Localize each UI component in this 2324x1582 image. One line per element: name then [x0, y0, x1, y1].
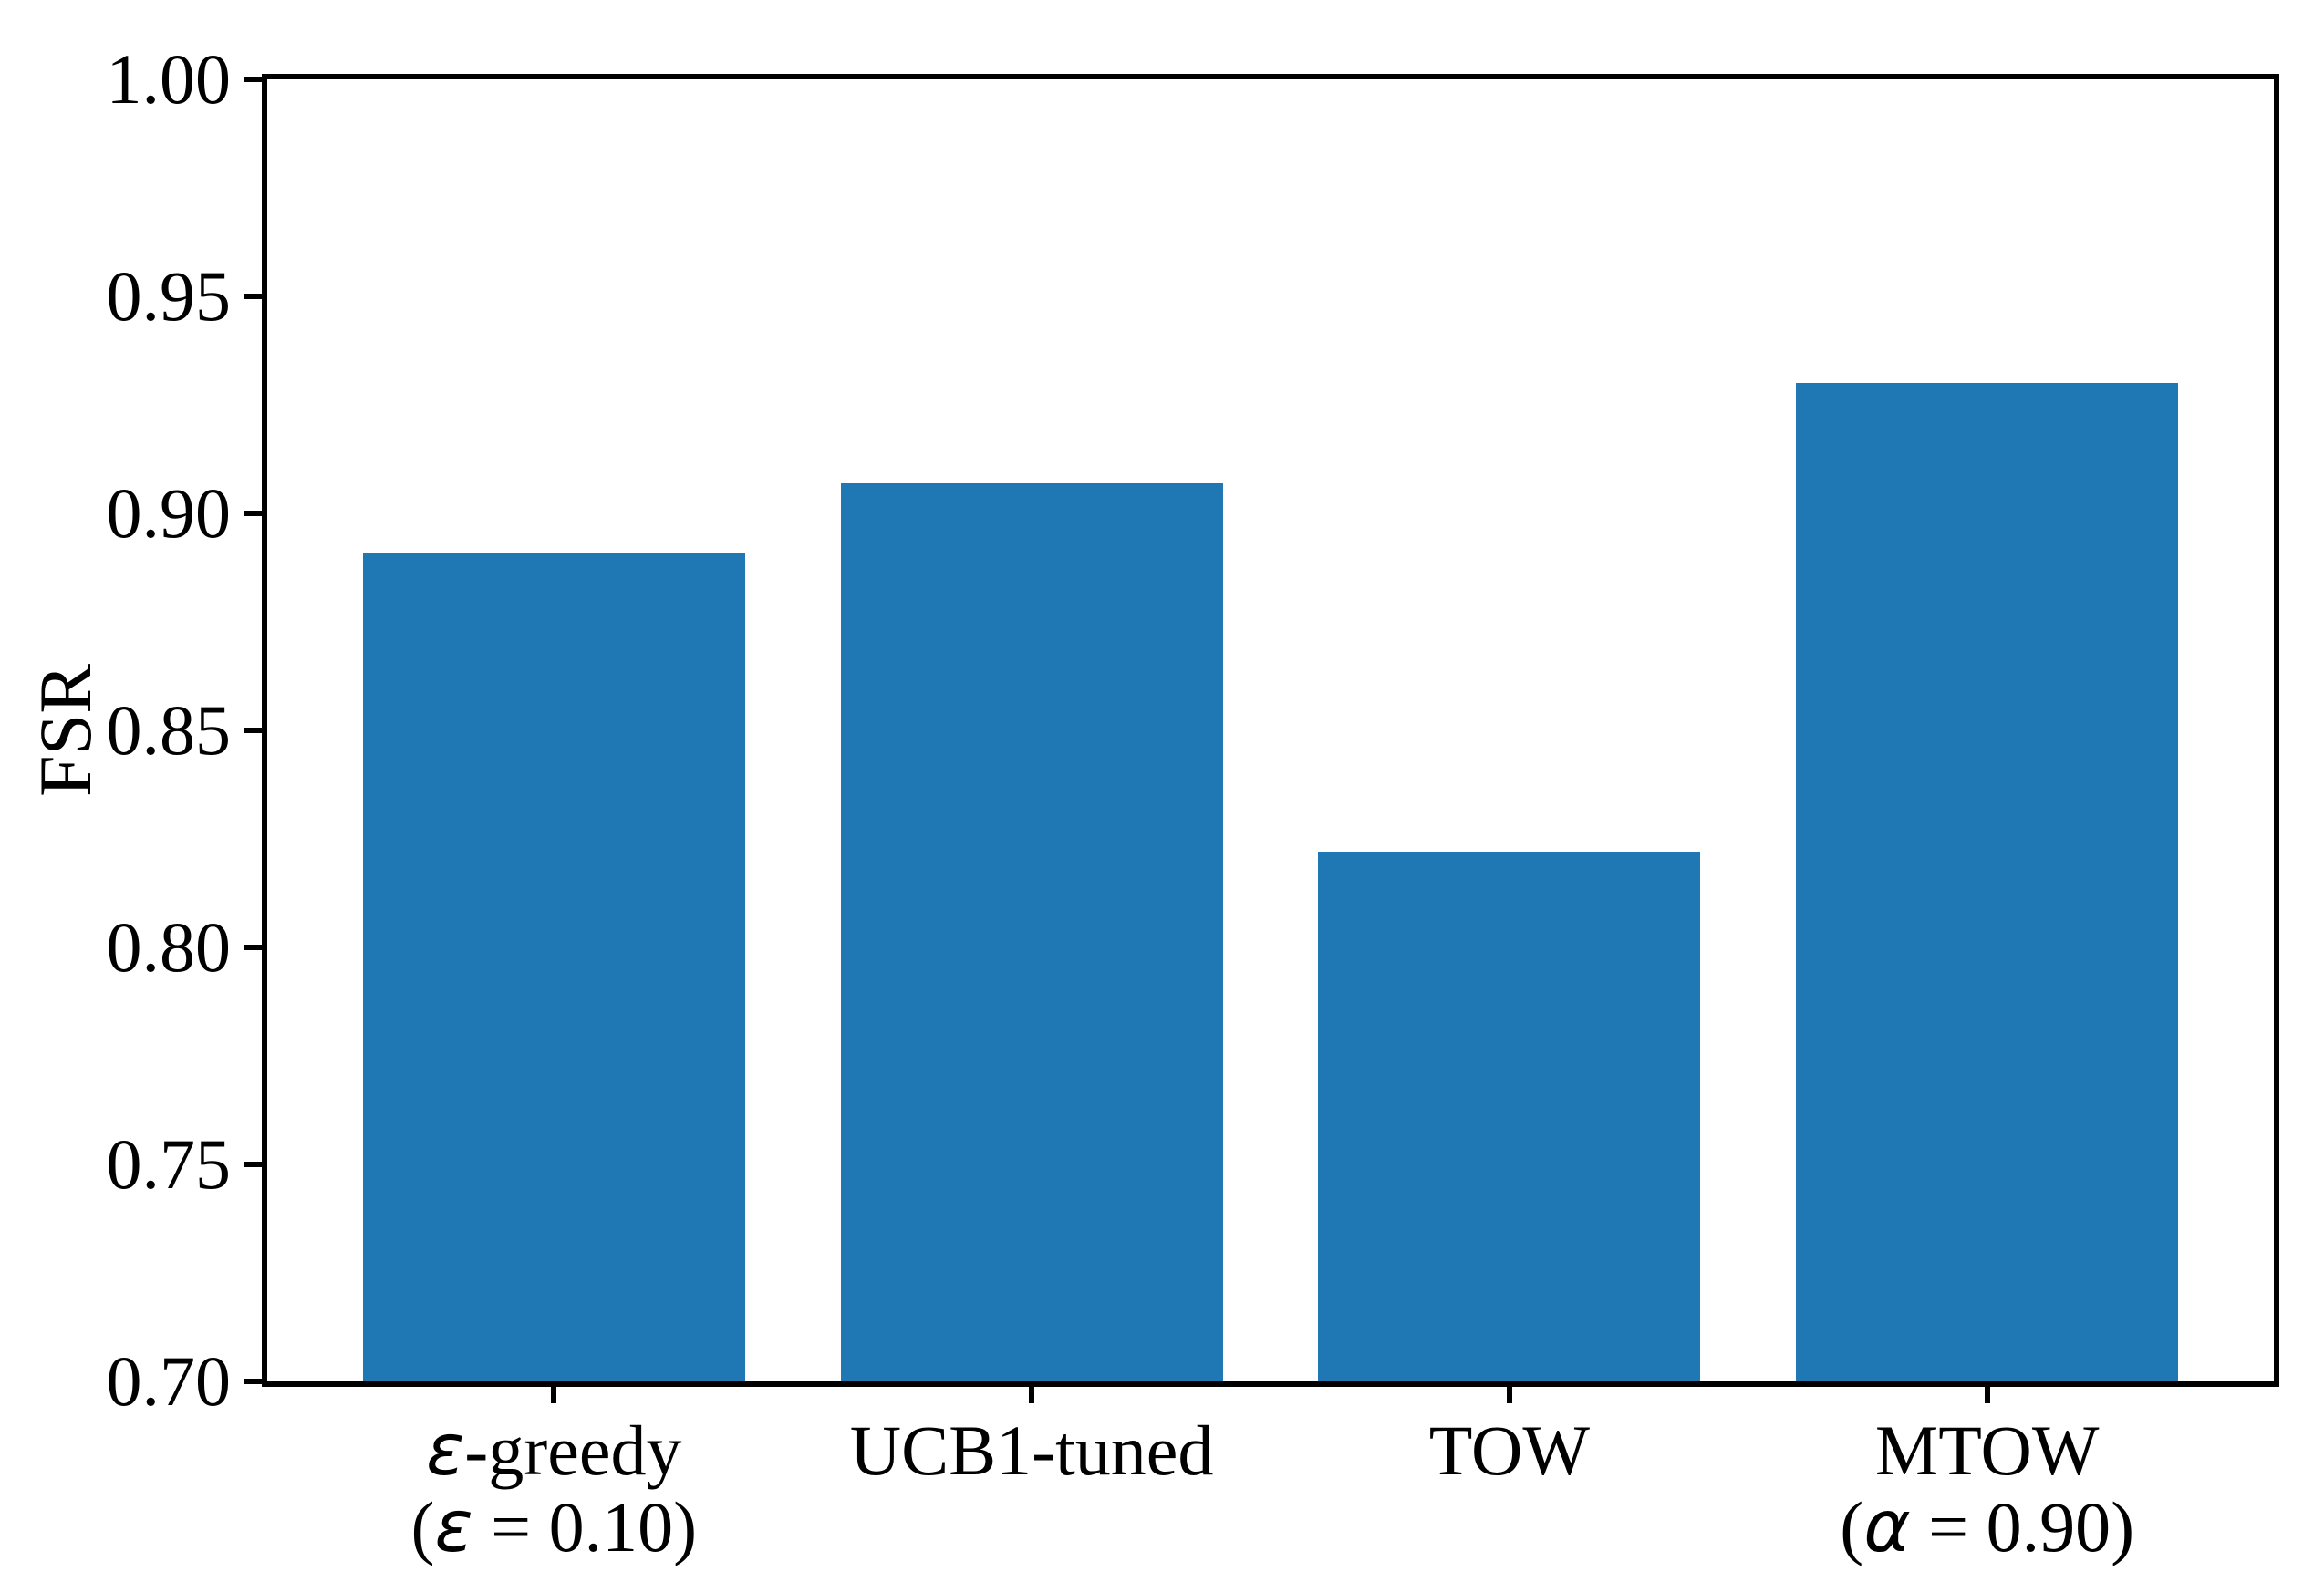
x-tick-mark [1029, 1387, 1035, 1403]
greek-letter: ε [426, 1410, 465, 1492]
bar [840, 482, 1223, 1381]
y-tick-mark [244, 1162, 262, 1167]
x-tick-mark [1506, 1387, 1512, 1403]
y-tick-label: 0.90 [106, 473, 232, 553]
y-tick-label: 0.70 [106, 1341, 232, 1421]
greek-letter: α [1863, 1486, 1911, 1569]
x-tick-label: ε-greedy (ε = 0.10) [410, 1410, 698, 1569]
bar [1796, 383, 2179, 1381]
bar [362, 552, 745, 1381]
y-tick-mark [244, 77, 262, 82]
y-tick-mark [244, 728, 262, 733]
y-tick-label: 0.95 [106, 256, 232, 336]
x-tick-label: TOW [1428, 1411, 1590, 1490]
y-tick-mark [244, 945, 262, 950]
x-tick-mark [551, 1387, 557, 1403]
x-tick-label: MTOW (α = 0.90) [1840, 1411, 2135, 1569]
y-tick-label: 1.00 [106, 39, 232, 119]
y-tick-mark [244, 294, 262, 299]
x-tick-label: UCB1-tuned [849, 1411, 1214, 1490]
y-tick-label: 0.80 [106, 907, 232, 987]
bar [1318, 852, 1701, 1381]
x-tick-mark [1984, 1387, 1990, 1403]
greek-letter: ε [434, 1486, 473, 1569]
y-tick-mark [244, 1379, 262, 1384]
y-tick-label: 0.85 [106, 690, 232, 770]
y-tick-label: 0.75 [106, 1124, 232, 1204]
y-tick-mark [244, 511, 262, 516]
